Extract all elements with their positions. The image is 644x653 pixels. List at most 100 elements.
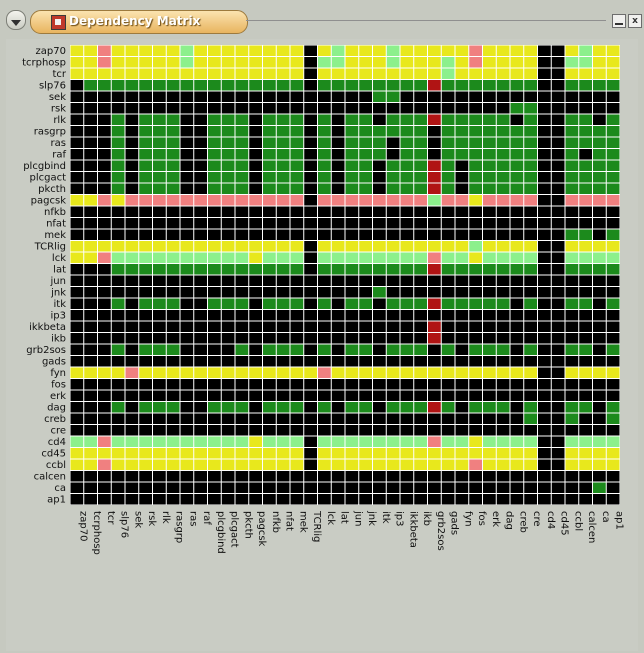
- matrix-cell[interactable]: [98, 275, 111, 287]
- matrix-cell[interactable]: [276, 218, 290, 229]
- matrix-cell[interactable]: [249, 264, 262, 275]
- matrix-cell[interactable]: [469, 448, 482, 459]
- matrix-cell[interactable]: [400, 264, 414, 275]
- matrix-cell[interactable]: [70, 68, 84, 80]
- matrix-cell[interactable]: [111, 137, 125, 149]
- matrix-cell[interactable]: [111, 218, 125, 229]
- matrix-cell[interactable]: [221, 310, 235, 321]
- matrix-cell[interactable]: [208, 425, 221, 436]
- matrix-cell[interactable]: [331, 275, 345, 287]
- matrix-cell[interactable]: [538, 183, 551, 195]
- matrix-cell[interactable]: [208, 482, 221, 494]
- matrix-cell[interactable]: [510, 287, 524, 298]
- matrix-cell[interactable]: [359, 367, 372, 379]
- matrix-cell[interactable]: [386, 206, 400, 218]
- matrix-cell[interactable]: [579, 356, 592, 367]
- matrix-cell[interactable]: [441, 57, 455, 68]
- matrix-cell[interactable]: [551, 183, 565, 195]
- matrix-cell[interactable]: [84, 172, 97, 183]
- matrix-cell[interactable]: [290, 229, 304, 241]
- matrix-cell[interactable]: [455, 448, 469, 459]
- matrix-cell[interactable]: [373, 379, 386, 390]
- matrix-cell[interactable]: [455, 356, 469, 367]
- window-menu-button[interactable]: [6, 10, 26, 30]
- matrix-cell[interactable]: [455, 310, 469, 321]
- matrix-cell[interactable]: [510, 80, 524, 91]
- matrix-cell[interactable]: [483, 413, 496, 425]
- matrix-cell[interactable]: [538, 321, 551, 333]
- matrix-cell[interactable]: [606, 390, 620, 402]
- matrix-cell[interactable]: [304, 321, 317, 333]
- matrix-cell[interactable]: [166, 57, 180, 68]
- matrix-cell[interactable]: [208, 413, 221, 425]
- matrix-cell[interactable]: [579, 103, 592, 114]
- matrix-cell[interactable]: [180, 241, 194, 252]
- matrix-cell[interactable]: [98, 126, 111, 137]
- matrix-cell[interactable]: [469, 160, 482, 172]
- matrix-cell[interactable]: [331, 206, 345, 218]
- matrix-cell[interactable]: [593, 45, 606, 57]
- matrix-cell[interactable]: [373, 183, 386, 195]
- matrix-cell[interactable]: [414, 218, 427, 229]
- matrix-cell[interactable]: [290, 252, 304, 264]
- matrix-cell[interactable]: [70, 436, 84, 448]
- matrix-cell[interactable]: [565, 482, 579, 494]
- matrix-cell[interactable]: [428, 471, 441, 482]
- matrix-cell[interactable]: [221, 206, 235, 218]
- matrix-cell[interactable]: [263, 333, 276, 344]
- matrix-cell[interactable]: [565, 229, 579, 241]
- matrix-cell[interactable]: [139, 413, 152, 425]
- matrix-cell[interactable]: [565, 91, 579, 103]
- matrix-cell[interactable]: [235, 252, 249, 264]
- matrix-cell[interactable]: [606, 229, 620, 241]
- matrix-cell[interactable]: [455, 344, 469, 356]
- matrix-cell[interactable]: [84, 103, 97, 114]
- matrix-cell[interactable]: [208, 68, 221, 80]
- matrix-cell[interactable]: [98, 183, 111, 195]
- matrix-cell[interactable]: [166, 160, 180, 172]
- matrix-cell[interactable]: [373, 482, 386, 494]
- matrix-cell[interactable]: [166, 494, 180, 505]
- matrix-cell[interactable]: [304, 57, 317, 68]
- matrix-cell[interactable]: [125, 448, 139, 459]
- matrix-cell[interactable]: [180, 379, 194, 390]
- matrix-cell[interactable]: [153, 494, 166, 505]
- matrix-cell[interactable]: [400, 390, 414, 402]
- matrix-cell[interactable]: [414, 310, 427, 321]
- title-bar[interactable]: Dependency Matrix x: [0, 0, 644, 37]
- matrix-cell[interactable]: [510, 413, 524, 425]
- matrix-cell[interactable]: [455, 379, 469, 390]
- matrix-cell[interactable]: [414, 390, 427, 402]
- matrix-cell[interactable]: [386, 298, 400, 310]
- matrix-cell[interactable]: [524, 103, 537, 114]
- matrix-cell[interactable]: [290, 344, 304, 356]
- matrix-cell[interactable]: [455, 413, 469, 425]
- matrix-cell[interactable]: [579, 344, 592, 356]
- matrix-cell[interactable]: [304, 298, 317, 310]
- matrix-cell[interactable]: [70, 367, 84, 379]
- matrix-cell[interactable]: [235, 471, 249, 482]
- matrix-cell[interactable]: [510, 172, 524, 183]
- matrix-cell[interactable]: [551, 68, 565, 80]
- matrix-cell[interactable]: [304, 149, 317, 160]
- matrix-cell[interactable]: [276, 114, 290, 126]
- matrix-cell[interactable]: [111, 471, 125, 482]
- matrix-cell[interactable]: [249, 321, 262, 333]
- matrix-cell[interactable]: [483, 114, 496, 126]
- matrix-cell[interactable]: [166, 206, 180, 218]
- matrix-cell[interactable]: [455, 471, 469, 482]
- matrix-cell[interactable]: [331, 252, 345, 264]
- matrix-cell[interactable]: [510, 436, 524, 448]
- matrix-cell[interactable]: [496, 137, 510, 149]
- matrix-cell[interactable]: [359, 172, 372, 183]
- matrix-cell[interactable]: [98, 229, 111, 241]
- matrix-cell[interactable]: [593, 413, 606, 425]
- matrix-cell[interactable]: [331, 402, 345, 413]
- matrix-cell[interactable]: [579, 172, 592, 183]
- matrix-cell[interactable]: [345, 436, 359, 448]
- matrix-cell[interactable]: [510, 68, 524, 80]
- matrix-cell[interactable]: [276, 379, 290, 390]
- matrix-cell[interactable]: [414, 413, 427, 425]
- matrix-cell[interactable]: [593, 459, 606, 471]
- matrix-cell[interactable]: [359, 149, 372, 160]
